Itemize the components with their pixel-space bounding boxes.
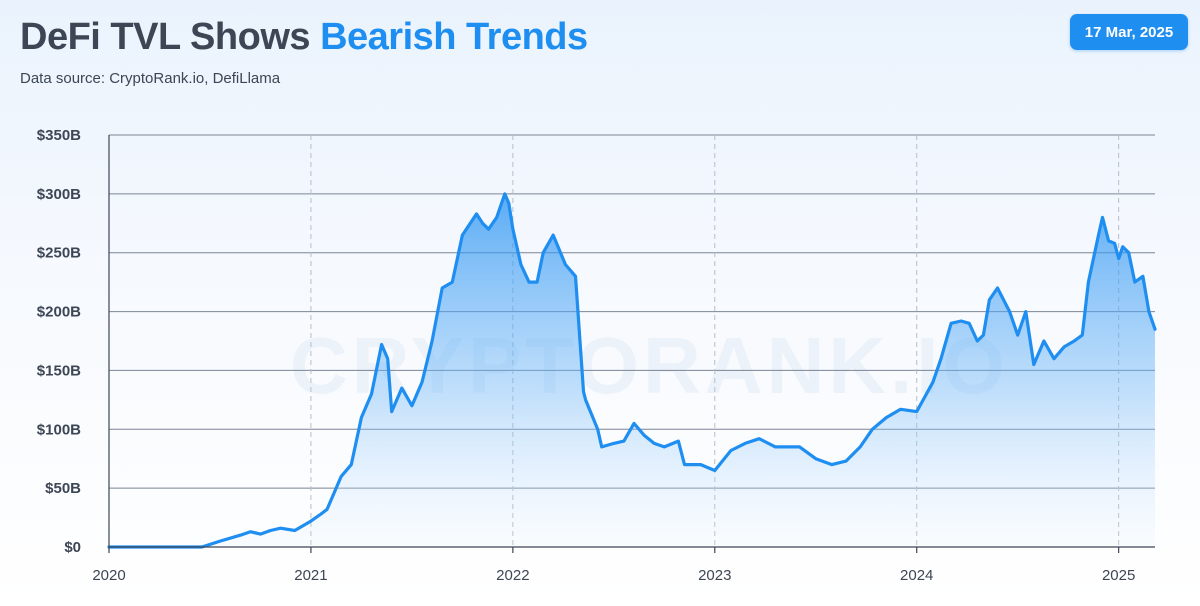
y-tick-label: $0 xyxy=(64,539,81,556)
tvl-line xyxy=(107,192,1157,549)
y-tick-label: $150B xyxy=(37,362,81,379)
x-tick-label: 2025 xyxy=(1102,567,1135,584)
data-source-subtitle: Data source: CryptoRank.io, DefiLlama xyxy=(20,70,281,87)
title-main: DeFi TVL Shows xyxy=(20,16,311,58)
y-tick-label: $250B xyxy=(37,245,81,262)
y-tick-label: $350B xyxy=(37,127,81,144)
x-tick-label: 2023 xyxy=(698,567,731,584)
y-tick-label: $200B xyxy=(37,304,81,321)
date-badge: 17 Mar, 2025 xyxy=(1070,14,1188,50)
y-tick-label: $300B xyxy=(37,186,81,203)
tvl-area xyxy=(109,193,1155,547)
x-tick-label: 2022 xyxy=(496,567,529,584)
watermark: CRYPTORANK.IO xyxy=(290,321,1009,410)
title-accent: Bearish Trends xyxy=(320,16,588,58)
y-tick-label: $100B xyxy=(37,421,81,438)
axis-layer xyxy=(108,135,1155,553)
chart-title: DeFi TVL Shows Bearish Trends xyxy=(20,16,588,59)
x-tick-label: 2021 xyxy=(294,567,327,584)
y-tick-label: $50B xyxy=(45,480,81,497)
x-tick-label: 2024 xyxy=(900,567,933,584)
x-tick-label: 2020 xyxy=(92,567,125,584)
tick-layer: $0 $50B $100B $150B $200B $250B $300B $350B 2020… xyxy=(37,127,1136,584)
